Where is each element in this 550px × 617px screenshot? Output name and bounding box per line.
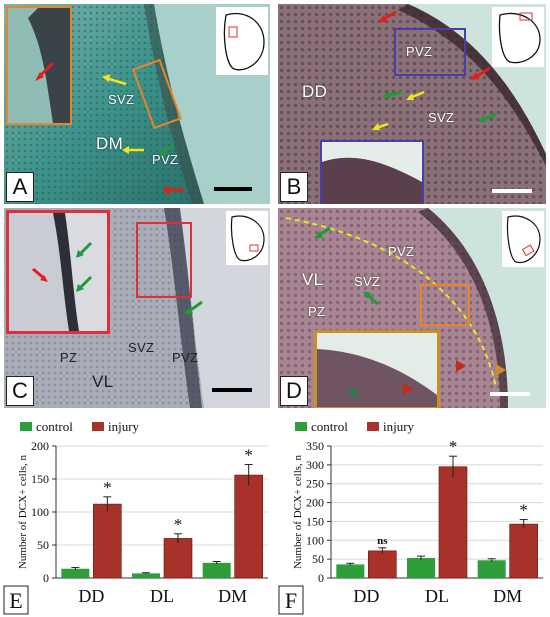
y-tick-label: 150 bbox=[31, 472, 49, 486]
panel-letter-c: C bbox=[6, 376, 34, 406]
roi-box-d bbox=[420, 284, 470, 326]
legend-label-injury: injury bbox=[383, 419, 415, 434]
panel-b-micrograph: PVZ DD SVZ B bbox=[278, 4, 546, 204]
panel-letter-d: D bbox=[280, 376, 308, 406]
y-tick-label: 0 bbox=[318, 571, 324, 585]
bar-control-DL bbox=[132, 573, 160, 578]
x-tick-label: DL bbox=[150, 586, 174, 606]
x-tick-label: DL bbox=[425, 586, 449, 606]
label-svz: SVZ bbox=[354, 274, 381, 289]
label-svz: SVZ bbox=[108, 92, 135, 107]
y-tick-label: 250 bbox=[306, 477, 324, 491]
bar-control-DD bbox=[336, 564, 365, 578]
x-tick-label: DM bbox=[493, 586, 522, 606]
panel-letter-e: E bbox=[9, 588, 22, 613]
panel-d-micrograph: PVZ VL SVZ PZ D bbox=[278, 208, 546, 408]
panel-letter-box bbox=[278, 585, 304, 615]
bar-injury-DM bbox=[234, 474, 263, 579]
significance-label: * bbox=[449, 437, 458, 456]
significance-label: * bbox=[103, 478, 112, 497]
inset-d bbox=[314, 330, 440, 408]
label-vl: VL bbox=[302, 270, 324, 289]
y-tick-label: 50 bbox=[312, 552, 324, 566]
bar-control-DM bbox=[477, 560, 506, 578]
label-dd: DD bbox=[302, 82, 328, 101]
significance-label: * bbox=[244, 445, 253, 464]
panel-letter-box bbox=[3, 585, 29, 615]
label-pvz: PVZ bbox=[152, 152, 179, 167]
y-axis-label: Number of DCX+ cells, n bbox=[17, 454, 29, 569]
y-tick-label: 150 bbox=[306, 514, 324, 528]
legend-label-injury: injury bbox=[108, 419, 140, 434]
schematic-b bbox=[492, 7, 544, 67]
legend-swatch-control bbox=[20, 422, 32, 431]
label-pz: PZ bbox=[308, 304, 326, 319]
label-dm: DM bbox=[96, 134, 124, 153]
y-tick-label: 200 bbox=[306, 496, 324, 510]
legend-label-control: control bbox=[36, 419, 73, 434]
label-svz: SVZ bbox=[128, 340, 155, 355]
chart-f: control injury 0 50 100 150 200 250 300 350Number… bbox=[278, 419, 543, 615]
x-tick-label: DD bbox=[353, 586, 379, 606]
panel-letter-f: F bbox=[285, 588, 297, 613]
bar-control-DD bbox=[61, 568, 90, 578]
y-tick-label: 0 bbox=[43, 571, 49, 585]
inset-b bbox=[320, 140, 424, 204]
panel-a-micrograph: SVZ DM PVZ A bbox=[4, 4, 270, 204]
significance-label: * bbox=[174, 515, 183, 534]
y-tick-label: 100 bbox=[306, 533, 324, 547]
bar-injury-DD bbox=[93, 503, 122, 579]
y-axis-label: Number of DCX+ cells, n bbox=[292, 454, 304, 569]
inset-a bbox=[6, 6, 72, 125]
y-tick-label: 200 bbox=[31, 439, 49, 453]
legend-swatch-injury bbox=[92, 422, 104, 431]
label-vl: VL bbox=[92, 372, 114, 391]
inset-c bbox=[6, 210, 110, 334]
schematic-c bbox=[226, 211, 268, 265]
panel-letter-a: A bbox=[6, 172, 34, 202]
bar-injury-DL bbox=[438, 466, 468, 579]
x-tick-label: DM bbox=[218, 586, 247, 606]
x-tick-label: DD bbox=[78, 586, 104, 606]
bar-injury-DM bbox=[509, 523, 538, 579]
bar-injury-DL bbox=[163, 538, 193, 579]
schematic-a bbox=[216, 7, 268, 75]
y-tick-label: 300 bbox=[306, 458, 324, 472]
label-pz: PZ bbox=[60, 350, 78, 365]
roi-box-c bbox=[136, 222, 192, 298]
legend-label-control: control bbox=[311, 419, 348, 434]
bar-control-DM bbox=[202, 562, 231, 578]
y-tick-label: 100 bbox=[31, 505, 49, 519]
roi-box-b bbox=[394, 28, 466, 76]
y-tick-label: 350 bbox=[306, 439, 324, 453]
y-tick-label: 50 bbox=[37, 538, 49, 552]
significance-label: * bbox=[519, 501, 528, 520]
bar-control-DL bbox=[407, 558, 435, 578]
schematic-d bbox=[502, 211, 544, 267]
label-svz: SVZ bbox=[428, 110, 455, 125]
legend-swatch-injury bbox=[367, 422, 379, 431]
panel-c-micrograph: PZ SVZ PVZ VL C bbox=[4, 208, 270, 408]
label-pvz: PVZ bbox=[406, 44, 433, 59]
significance-label: ns bbox=[377, 535, 388, 547]
legend-swatch-control bbox=[295, 422, 307, 431]
label-pvz: PVZ bbox=[172, 350, 199, 365]
bar-injury-DD bbox=[368, 550, 397, 579]
panel-letter-b: B bbox=[280, 172, 308, 202]
label-pvz: PVZ bbox=[388, 244, 415, 259]
